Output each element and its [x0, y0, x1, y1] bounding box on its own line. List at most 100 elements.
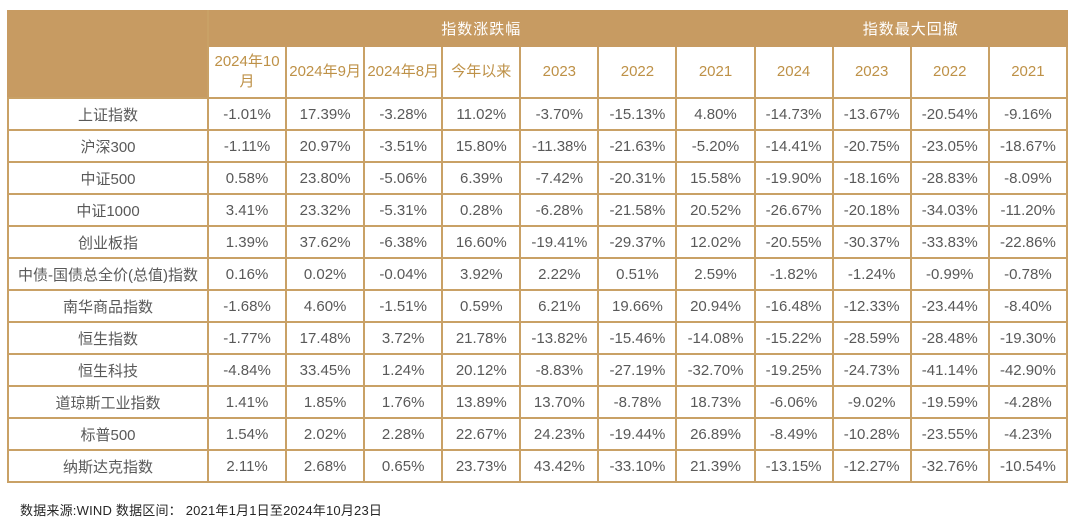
- period-header-cell: 2022: [597, 45, 678, 99]
- value-cell: -19.59%: [909, 385, 990, 419]
- period-header-cell: 2024: [753, 45, 834, 99]
- value-cell: 23.80%: [285, 161, 366, 195]
- value-cell: 24.23%: [519, 417, 600, 451]
- value-cell: -1.24%: [831, 257, 912, 291]
- table-row: 恒生指数 -1.77% 17.48% 3.72% 21.78% -13.82% -15.46…: [7, 321, 1069, 355]
- index-name-cell: 中证1000: [7, 193, 209, 227]
- index-name-cell: 标普500: [7, 417, 209, 451]
- value-cell: -26.67%: [753, 193, 834, 227]
- value-cell: -13.15%: [753, 449, 834, 483]
- table-row: 中证500 0.58% 23.80% -5.06% 6.39% -7.42% -20.31%…: [7, 161, 1069, 195]
- value-cell: 2.28%: [363, 417, 444, 451]
- period-header-cell: 2023: [831, 45, 912, 99]
- period-header-cell: 2024年10月: [206, 45, 288, 99]
- value-cell: -1.11%: [206, 129, 288, 163]
- value-cell: 22.67%: [441, 417, 522, 451]
- index-name-cell: 恒生科技: [7, 353, 209, 387]
- value-cell: -41.14%: [909, 353, 990, 387]
- value-cell: -15.46%: [597, 321, 678, 355]
- value-cell: -28.83%: [909, 161, 990, 195]
- value-cell: -20.54%: [909, 97, 990, 131]
- value-cell: -0.04%: [363, 257, 444, 291]
- value-cell: -6.38%: [363, 225, 444, 259]
- value-cell: -1.82%: [753, 257, 834, 291]
- value-cell: -14.41%: [753, 129, 834, 163]
- value-cell: 6.39%: [441, 161, 522, 195]
- value-cell: -3.51%: [363, 129, 444, 163]
- value-cell: -3.70%: [519, 97, 600, 131]
- value-cell: -8.09%: [987, 161, 1069, 195]
- value-cell: 2.02%: [285, 417, 366, 451]
- value-cell: 15.58%: [675, 161, 756, 195]
- value-cell: -15.13%: [597, 97, 678, 131]
- value-cell: 1.85%: [285, 385, 366, 419]
- table-row: 恒生科技 -4.84% 33.45% 1.24% 20.12% -8.83% -27.19%…: [7, 353, 1069, 387]
- value-cell: 4.80%: [675, 97, 756, 131]
- value-cell: -21.63%: [597, 129, 678, 163]
- value-cell: 16.60%: [441, 225, 522, 259]
- value-cell: 0.02%: [285, 257, 366, 291]
- value-cell: 1.41%: [206, 385, 288, 419]
- value-cell: 18.73%: [675, 385, 756, 419]
- period-header-cell: 2021: [675, 45, 756, 99]
- value-cell: 1.54%: [206, 417, 288, 451]
- value-cell: -8.49%: [753, 417, 834, 451]
- value-cell: -14.73%: [753, 97, 834, 131]
- value-cell: -34.03%: [909, 193, 990, 227]
- value-cell: 0.16%: [206, 257, 288, 291]
- value-cell: -6.28%: [519, 193, 600, 227]
- value-cell: 37.62%: [285, 225, 366, 259]
- value-cell: -19.41%: [519, 225, 600, 259]
- value-cell: 0.59%: [441, 289, 522, 323]
- value-cell: -27.19%: [597, 353, 678, 387]
- table-row: 中债-国债总全价(总值)指数 0.16% 0.02% -0.04% 3.92% 2.22%…: [7, 257, 1069, 291]
- group-header-row: 指数涨跌幅 指数最大回撤: [7, 10, 1069, 99]
- value-cell: 26.89%: [675, 417, 756, 451]
- value-cell: -7.42%: [519, 161, 600, 195]
- value-cell: -12.33%: [831, 289, 912, 323]
- value-cell: 1.24%: [363, 353, 444, 387]
- value-cell: -23.55%: [909, 417, 990, 451]
- value-cell: -15.22%: [753, 321, 834, 355]
- value-cell: -0.78%: [987, 257, 1069, 291]
- value-cell: -5.20%: [675, 129, 756, 163]
- group-header-max-drawdown: 指数最大回撤: [753, 10, 1069, 47]
- value-cell: 1.39%: [206, 225, 288, 259]
- value-cell: -23.44%: [909, 289, 990, 323]
- value-cell: 20.97%: [285, 129, 366, 163]
- value-cell: -3.28%: [363, 97, 444, 131]
- value-cell: 6.21%: [519, 289, 600, 323]
- group-header-index-change: 指数涨跌幅: [207, 10, 756, 47]
- value-cell: -9.02%: [831, 385, 912, 419]
- value-cell: 11.02%: [441, 97, 522, 131]
- value-cell: -20.75%: [831, 129, 912, 163]
- value-cell: -32.76%: [909, 449, 990, 483]
- value-cell: -11.20%: [987, 193, 1069, 227]
- value-cell: -13.67%: [831, 97, 912, 131]
- table-row: 上证指数 -1.01% 17.39% -3.28% 11.02% -3.70% -15.13…: [7, 97, 1069, 131]
- value-cell: 2.68%: [285, 449, 366, 483]
- period-header-cell: 今年以来: [441, 45, 522, 99]
- value-cell: -10.28%: [831, 417, 912, 451]
- index-name-cell: 沪深300: [7, 129, 209, 163]
- value-cell: -28.59%: [831, 321, 912, 355]
- value-cell: 2.59%: [675, 257, 756, 291]
- corner-header-cell: [7, 10, 209, 99]
- table-row: 创业板指 1.39% 37.62% -6.38% 16.60% -19.41% -29.37…: [7, 225, 1069, 259]
- period-header-cell: 2022: [909, 45, 990, 99]
- data-source-note: 数据来源:WIND 数据区间： 2021年1月1日至2024年10月23日: [20, 503, 383, 518]
- value-cell: -8.40%: [987, 289, 1069, 323]
- value-cell: -18.67%: [987, 129, 1069, 163]
- value-cell: -4.23%: [987, 417, 1069, 451]
- table-row: 标普500 1.54% 2.02% 2.28% 22.67% 24.23% -19.44% 2…: [7, 417, 1069, 451]
- value-cell: -5.06%: [363, 161, 444, 195]
- value-cell: -42.90%: [987, 353, 1069, 387]
- table-row: 沪深300 -1.11% 20.97% -3.51% 15.80% -11.38% -21.…: [7, 129, 1069, 163]
- value-cell: 3.72%: [363, 321, 444, 355]
- value-cell: -23.05%: [909, 129, 990, 163]
- value-cell: 21.39%: [675, 449, 756, 483]
- index-name-cell: 上证指数: [7, 97, 209, 131]
- value-cell: -33.10%: [597, 449, 678, 483]
- period-header-cell: 2024年8月: [363, 45, 444, 99]
